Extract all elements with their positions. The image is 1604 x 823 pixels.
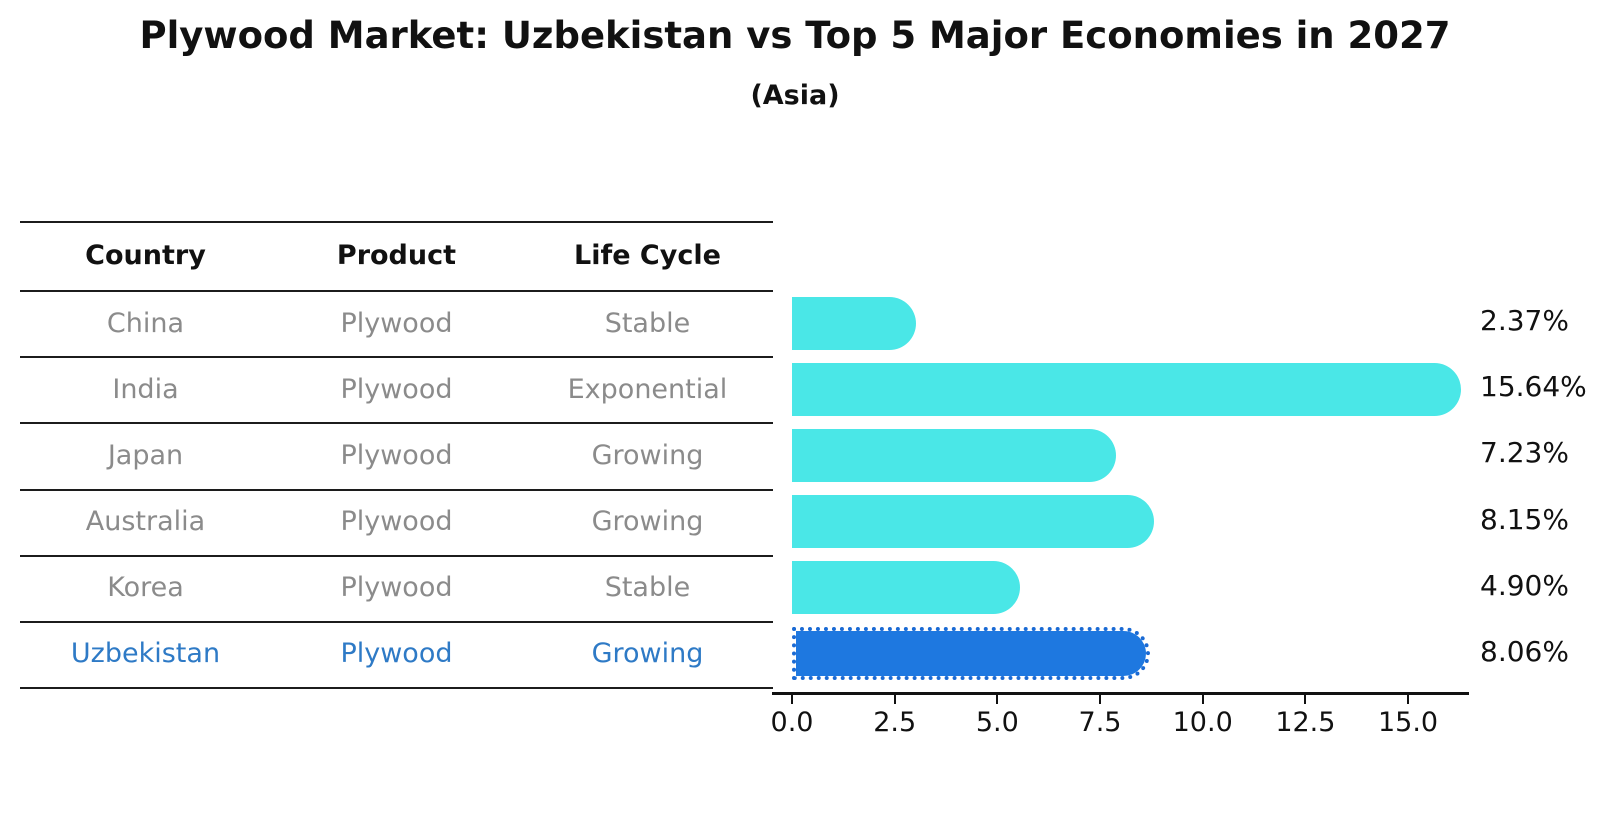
x-tick-mark bbox=[791, 695, 793, 704]
table-row-korea: Korea Plywood Stable bbox=[20, 555, 773, 621]
table-header-life-cycle: Life Cycle bbox=[574, 240, 721, 271]
value-label-australia: 8.15% bbox=[1480, 502, 1569, 536]
table-row-separator bbox=[20, 687, 773, 690]
australia-country-cell: Australia bbox=[85, 506, 206, 538]
bar-japan bbox=[792, 428, 1116, 482]
china-product-cell: Plywood bbox=[340, 307, 453, 339]
table-row-japan: Japan Plywood Growing bbox=[20, 422, 773, 488]
bar-india bbox=[792, 362, 1462, 416]
uzbekistan-life-cycle-cell: Growing bbox=[591, 638, 704, 670]
x-tick-mark bbox=[996, 695, 999, 704]
value-label-uzbekistan: 8.06% bbox=[1480, 634, 1569, 668]
uzbekistan-country-cell: Uzbekistan bbox=[70, 638, 221, 670]
table-row-china: China Plywood Stable bbox=[20, 290, 773, 356]
value-label-japan: 7.23% bbox=[1480, 436, 1569, 470]
japan-country-cell: Japan bbox=[107, 439, 184, 471]
japan-product-cell: Plywood bbox=[340, 439, 453, 471]
india-product-cell: Plywood bbox=[340, 373, 453, 405]
table-header-separator bbox=[20, 290, 773, 292]
value-label-korea: 4.90% bbox=[1480, 568, 1569, 602]
x-tick-label-0.0: 0.0 bbox=[770, 707, 814, 738]
table-row-separator bbox=[20, 422, 773, 425]
x-tick-label-7.5: 7.5 bbox=[1078, 707, 1122, 738]
korea-life-cycle-cell: Stable bbox=[604, 572, 691, 604]
bar-uzbekistan bbox=[792, 627, 1151, 681]
x-tick-label-2.5: 2.5 bbox=[873, 707, 917, 738]
table-header-country: Country bbox=[85, 240, 206, 271]
table-row-separator bbox=[20, 488, 773, 491]
x-tick-label-15.0: 15.0 bbox=[1377, 707, 1439, 738]
value-label-india: 15.64% bbox=[1480, 370, 1587, 404]
table-header-row: Country Product Life Cycle bbox=[20, 221, 773, 290]
table-top-border bbox=[20, 221, 773, 223]
table-row-separator bbox=[20, 620, 773, 623]
table-header-product: Product bbox=[336, 240, 457, 271]
korea-product-cell: Plywood bbox=[340, 572, 453, 604]
x-tick-mark bbox=[1407, 695, 1410, 704]
korea-country-cell: Korea bbox=[107, 572, 184, 604]
japan-life-cycle-cell: Growing bbox=[591, 439, 704, 471]
x-axis-line bbox=[772, 692, 1469, 695]
x-tick-mark bbox=[893, 695, 896, 704]
india-country-cell: India bbox=[112, 373, 179, 405]
table-row-australia: Australia Plywood Growing bbox=[20, 489, 773, 555]
x-tick-mark bbox=[1304, 695, 1307, 704]
bar-australia bbox=[792, 495, 1154, 549]
australia-life-cycle-cell: Growing bbox=[591, 506, 704, 538]
chart-subtitle: (Asia) bbox=[750, 80, 840, 111]
table-row-separator bbox=[20, 554, 773, 557]
china-life-cycle-cell: Stable bbox=[604, 307, 691, 339]
value-label-china: 2.37% bbox=[1480, 304, 1569, 338]
bar-china bbox=[792, 296, 917, 350]
table-row-separator bbox=[20, 356, 773, 359]
table-row-uzbekistan: Uzbekistan Plywood Growing bbox=[20, 621, 773, 687]
x-tick-label-5.0: 5.0 bbox=[975, 707, 1019, 738]
x-tick-label-12.5: 12.5 bbox=[1275, 707, 1336, 738]
x-tick-label-10.0: 10.0 bbox=[1172, 707, 1233, 738]
table-row-india: India Plywood Exponential bbox=[20, 356, 773, 422]
india-life-cycle-cell: Exponential bbox=[567, 373, 728, 405]
chart-title: Plywood Market: Uzbekistan vs Top 5 Majo… bbox=[139, 14, 1451, 57]
x-tick-mark bbox=[1201, 695, 1204, 704]
bar-korea bbox=[792, 561, 1021, 615]
uzbekistan-product-cell: Plywood bbox=[340, 638, 453, 670]
x-tick-mark bbox=[1099, 695, 1102, 704]
australia-product-cell: Plywood bbox=[340, 506, 453, 538]
china-country-cell: China bbox=[106, 307, 185, 339]
